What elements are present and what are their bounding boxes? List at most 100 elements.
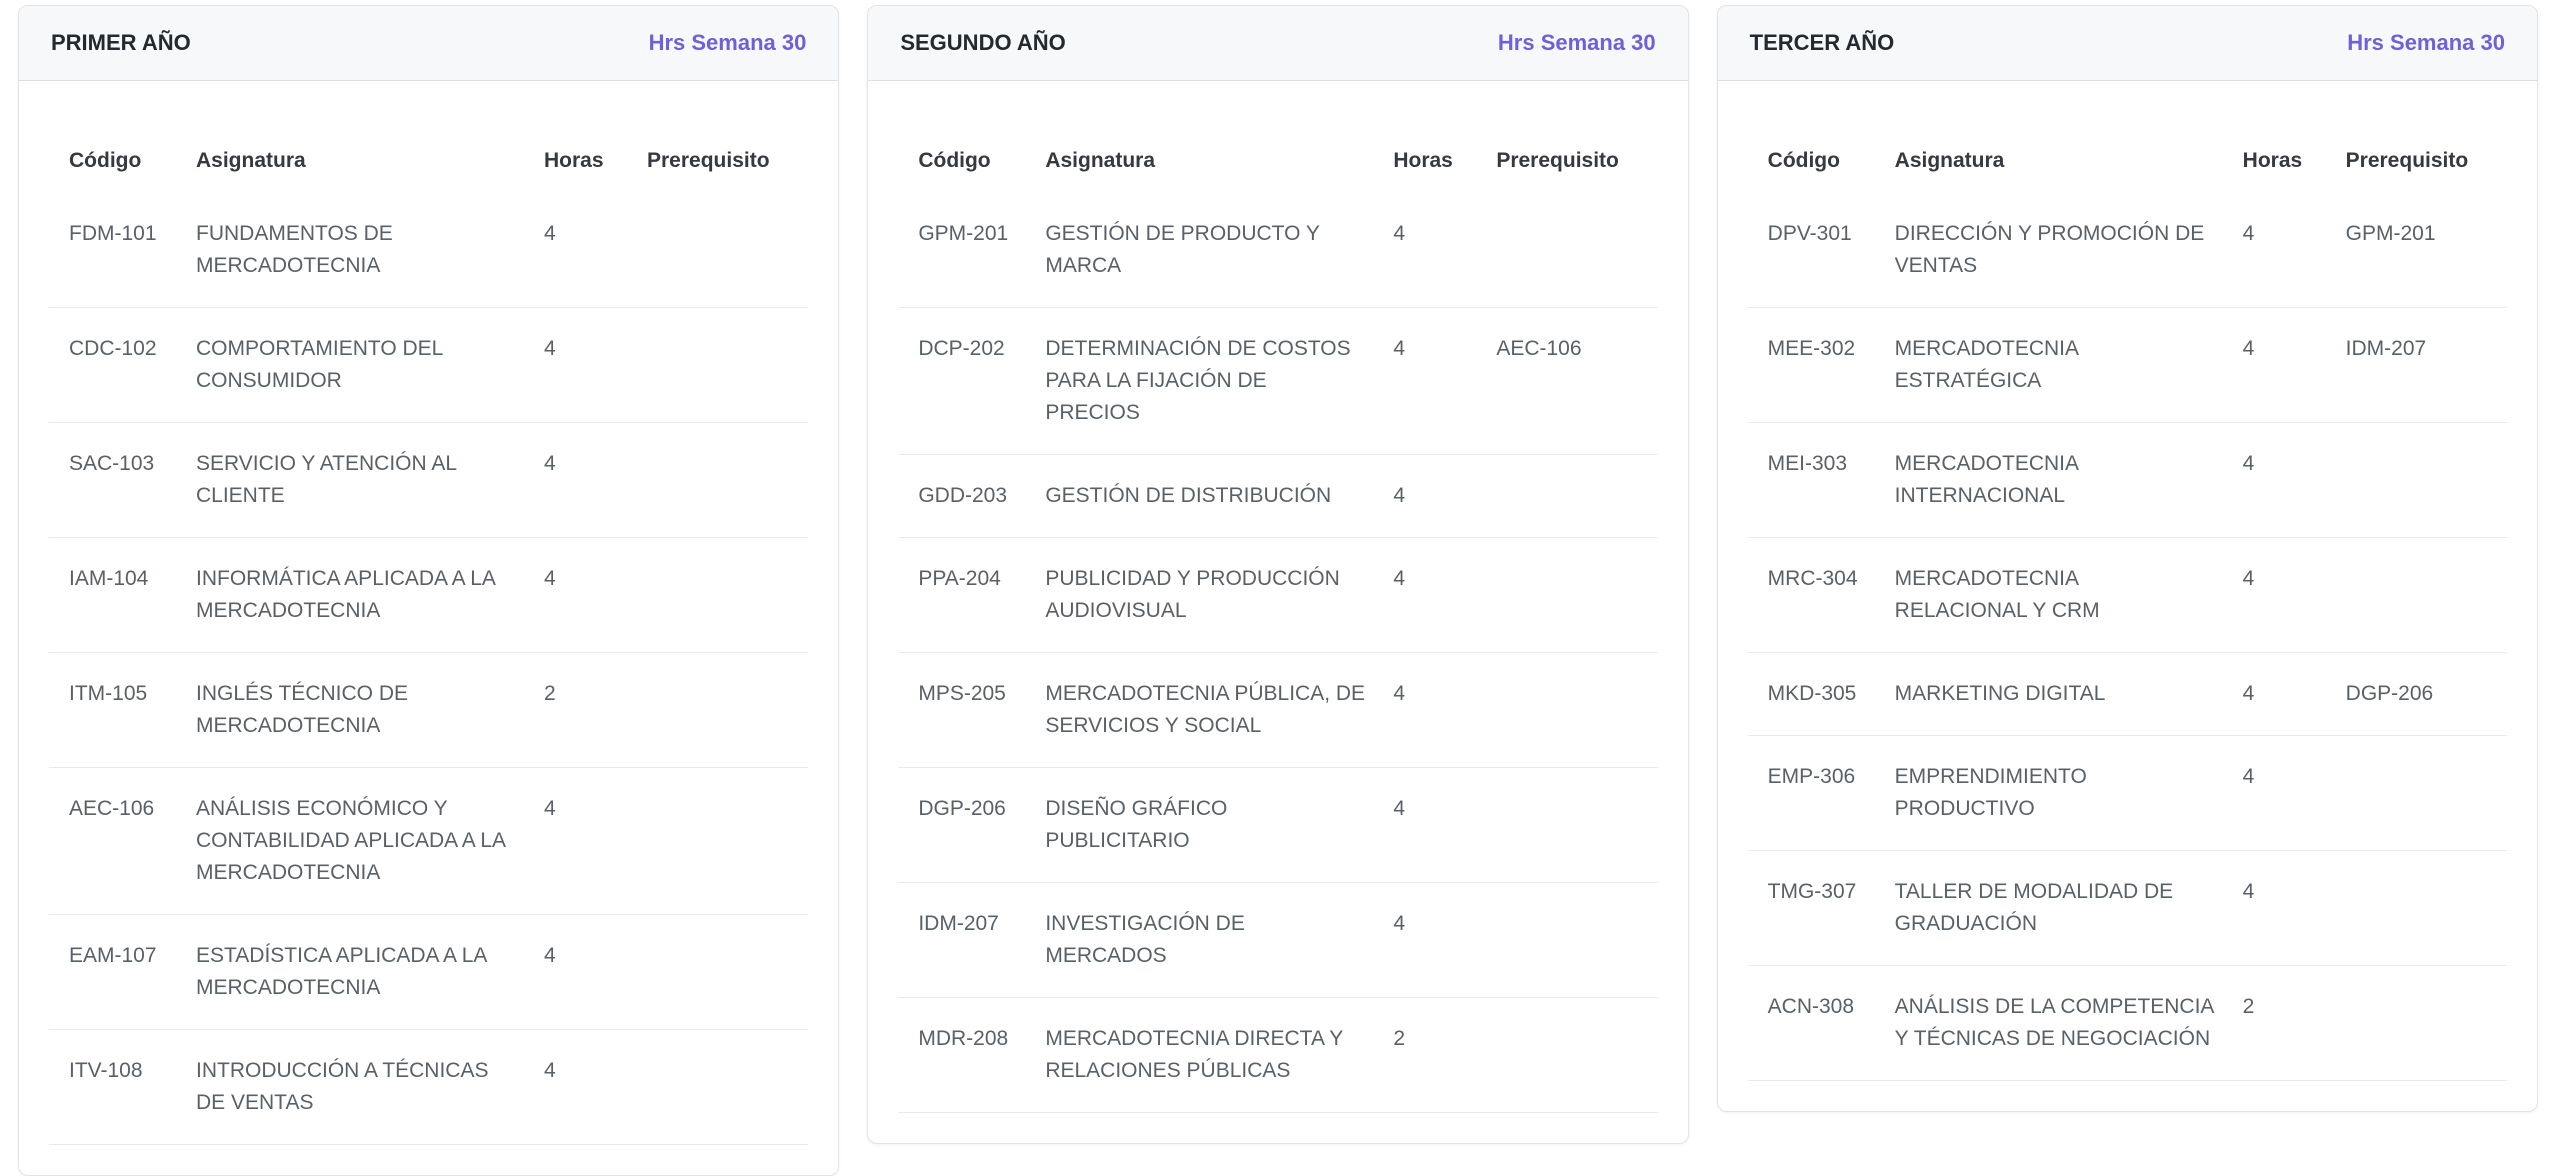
course-hours-cell: 4 bbox=[544, 222, 556, 245]
column-header-horas: Horas bbox=[1393, 149, 1453, 172]
course-hours-cell: 4 bbox=[1393, 337, 1406, 360]
column-header-asignatura: Asignatura bbox=[196, 149, 306, 172]
course-row: GPM-201 GESTIÓN DE PRODUCTO Y MARCA 4 bbox=[898, 193, 1658, 308]
course-prereq-cell: DGP-206 bbox=[2345, 682, 2434, 705]
course-row: MKD-305 MARKETING DIGITAL 4 DGP-206 bbox=[1747, 653, 2507, 736]
year-card-tercer-ano: TERCER AÑO Hrs Semana 30 Código Asignatu… bbox=[1716, 5, 2538, 1112]
course-hours-cell: 4 bbox=[2242, 880, 2255, 903]
card-body: Código Asignatura Horas Prerequisito DPV… bbox=[1718, 81, 2537, 1111]
year-card-segundo-ano: SEGUNDO AÑO Hrs Semana 30 Código Asignat… bbox=[867, 5, 1689, 1144]
column-header-asignatura: Asignatura bbox=[1894, 149, 2005, 172]
course-code-cell: ACN-308 bbox=[1767, 995, 1855, 1018]
course-name-cell: DIRECCIÓN Y PROMOCIÓN DE VENTAS bbox=[1894, 222, 2205, 277]
course-row: SAC-103 SERVICIO Y ATENCIÓN AL CLIENTE 4 bbox=[49, 423, 809, 538]
course-name-cell: MARKETING DIGITAL bbox=[1894, 682, 2106, 705]
column-header-prerequisito: Prerequisito bbox=[647, 149, 770, 172]
course-prereq-cell bbox=[1476, 653, 1657, 768]
course-name-cell: GESTIÓN DE DISTRIBUCIÓN bbox=[1045, 484, 1332, 507]
course-row: IAM-104 INFORMÁTICA APLICADA A LA MERCADO… bbox=[49, 538, 809, 653]
course-hours-cell: 2 bbox=[2242, 995, 2255, 1018]
table-header-row: Código Asignatura Horas Prerequisito bbox=[898, 121, 1657, 193]
course-hours-cell: 4 bbox=[544, 797, 556, 820]
course-name-cell: MERCADOTECNIA RELACIONAL Y CRM bbox=[1894, 567, 2100, 622]
course-name-cell: INGLÉS TÉCNICO DE MERCADOTECNIA bbox=[196, 682, 408, 737]
course-hours-cell: 2 bbox=[544, 682, 556, 705]
course-name-cell: PUBLICIDAD Y PRODUCCIÓN AUDIOVISUAL bbox=[1045, 567, 1340, 622]
courses-table: Código Asignatura Horas Prerequisito GPM… bbox=[898, 121, 1658, 1113]
course-prereq-cell: IDM-207 bbox=[2345, 337, 2427, 360]
course-hours-cell: 2 bbox=[1393, 1027, 1406, 1050]
course-hours-cell: 4 bbox=[2242, 567, 2255, 590]
course-hours-cell: 4 bbox=[1393, 484, 1406, 507]
course-prereq-cell: GPM-201 bbox=[2345, 222, 2436, 245]
course-name-cell: DISEÑO GRÁFICO PUBLICITARIO bbox=[1045, 797, 1228, 852]
course-row: MPS-205 MERCADOTECNIA PÚBLICA, DE SERVICI… bbox=[898, 653, 1658, 768]
course-row: ACN-308 ANÁLISIS DE LA COMPETENCIA Y TÉCN… bbox=[1747, 966, 2507, 1081]
card-body: Código Asignatura Horas Prerequisito FDM… bbox=[19, 81, 838, 1175]
hours-per-week-label: Hrs Semana 30 bbox=[2347, 30, 2505, 55]
course-row: FDM-101 FUNDAMENTOS DE MERCADOTECNIA 4 bbox=[49, 193, 809, 308]
course-row: MEE-302 MERCADOTECNIA ESTRATÉGICA 4 IDM-207 bbox=[1747, 308, 2507, 423]
column-header-prerequisito: Prerequisito bbox=[2345, 149, 2469, 172]
course-code-cell: SAC-103 bbox=[69, 452, 155, 475]
course-row: DGP-206 DISEÑO GRÁFICO PUBLICITARIO 4 bbox=[898, 768, 1658, 883]
course-code-cell: TMG-307 bbox=[1767, 880, 1857, 903]
course-code-cell: MEE-302 bbox=[1767, 337, 1856, 360]
course-hours-cell: 4 bbox=[1393, 222, 1406, 245]
course-hours-cell: 4 bbox=[1393, 567, 1406, 590]
course-name-cell: TALLER DE MODALIDAD DE GRADUACIÓN bbox=[1894, 880, 2174, 935]
course-name-cell: MERCADOTECNIA INTERNACIONAL bbox=[1894, 452, 2078, 507]
year-title: TERCER AÑO bbox=[1749, 30, 1895, 55]
course-code-cell: EAM-107 bbox=[69, 944, 157, 967]
table-header-row: Código Asignatura Horas Prerequisito bbox=[49, 121, 808, 193]
course-row: CDC-102 COMPORTAMIENTO DEL CONSUMIDOR 4 bbox=[49, 308, 809, 423]
course-name-cell: GESTIÓN DE PRODUCTO Y MARCA bbox=[1045, 222, 1320, 277]
course-name-cell: MERCADOTECNIA ESTRATÉGICA bbox=[1894, 337, 2078, 392]
column-header-codigo: Código bbox=[69, 149, 142, 172]
course-name-cell: SERVICIO Y ATENCIÓN AL CLIENTE bbox=[196, 452, 457, 507]
course-prereq-cell bbox=[627, 538, 808, 653]
course-row: DPV-301 DIRECCIÓN Y PROMOCIÓN DE VENTAS 4 G… bbox=[1747, 193, 2507, 308]
card-header: TERCER AÑO Hrs Semana 30 bbox=[1717, 6, 2537, 81]
course-row: ITM-105 INGLÉS TÉCNICO DE MERCADOTECNIA 2 bbox=[49, 653, 809, 768]
course-prereq-cell bbox=[1476, 768, 1657, 883]
course-hours-cell: 4 bbox=[544, 567, 556, 590]
course-prereq-cell bbox=[2326, 966, 2507, 1081]
course-code-cell: MKD-305 bbox=[1767, 682, 1857, 705]
course-hours-cell: 4 bbox=[1393, 912, 1406, 935]
course-hours-cell: 4 bbox=[544, 337, 556, 360]
course-hours-cell: 4 bbox=[1393, 797, 1406, 820]
course-name-cell: FUNDAMENTOS DE MERCADOTECNIA bbox=[196, 222, 393, 277]
course-prereq-cell bbox=[627, 915, 808, 1030]
course-code-cell: AEC-106 bbox=[69, 797, 155, 820]
column-header-asignatura: Asignatura bbox=[1045, 149, 1156, 172]
course-name-cell: ANÁLISIS DE LA COMPETENCIA Y TÉCNICAS DE… bbox=[1894, 995, 2214, 1050]
course-prereq-cell bbox=[1476, 538, 1657, 653]
column-header-codigo: Código bbox=[918, 149, 991, 172]
course-prereq-cell bbox=[1476, 193, 1657, 308]
course-name-cell: ESTADÍSTICA APLICADA A LA MERCADOTECNIA bbox=[196, 944, 487, 999]
hours-per-week-label: Hrs Semana 30 bbox=[648, 30, 807, 55]
course-hours-cell: 4 bbox=[2242, 682, 2255, 705]
course-row: AEC-106 ANÁLISIS ECONÓMICO Y CONTABILIDAD… bbox=[49, 768, 809, 915]
course-row: MRC-304 MERCADOTECNIA RELACIONAL Y CRM 4 bbox=[1747, 538, 2507, 653]
column-header-codigo: Código bbox=[1767, 149, 1840, 172]
course-hours-cell: 4 bbox=[2242, 222, 2255, 245]
year-card-primer-ano: PRIMER AÑO Hrs Semana 30 Código Asignatu… bbox=[18, 5, 840, 1176]
course-prereq-cell bbox=[627, 653, 808, 768]
card-header: SEGUNDO AÑO Hrs Semana 30 bbox=[868, 6, 1688, 81]
courses-table: Código Asignatura Horas Prerequisito DPV… bbox=[1747, 121, 2507, 1081]
course-row: TMG-307 TALLER DE MODALIDAD DE GRADUACIÓN… bbox=[1747, 851, 2507, 966]
courses-table: Código Asignatura Horas Prerequisito FDM… bbox=[49, 121, 809, 1145]
course-prereq-cell bbox=[1476, 998, 1657, 1113]
course-code-cell: MRC-304 bbox=[1767, 567, 1858, 590]
course-code-cell: DGP-206 bbox=[918, 797, 1006, 820]
course-code-cell: DCP-202 bbox=[918, 337, 1005, 360]
course-name-cell: MERCADOTECNIA PÚBLICA, DE SERVICIOS Y SO… bbox=[1045, 682, 1366, 737]
course-row: EAM-107 ESTADÍSTICA APLICADA A LA MERCADO… bbox=[49, 915, 809, 1030]
course-prereq-cell bbox=[627, 1030, 808, 1145]
course-code-cell: FDM-101 bbox=[69, 222, 157, 245]
course-prereq-cell bbox=[627, 193, 808, 308]
course-code-cell: GPM-201 bbox=[918, 222, 1009, 245]
course-code-cell: MDR-208 bbox=[918, 1027, 1009, 1050]
